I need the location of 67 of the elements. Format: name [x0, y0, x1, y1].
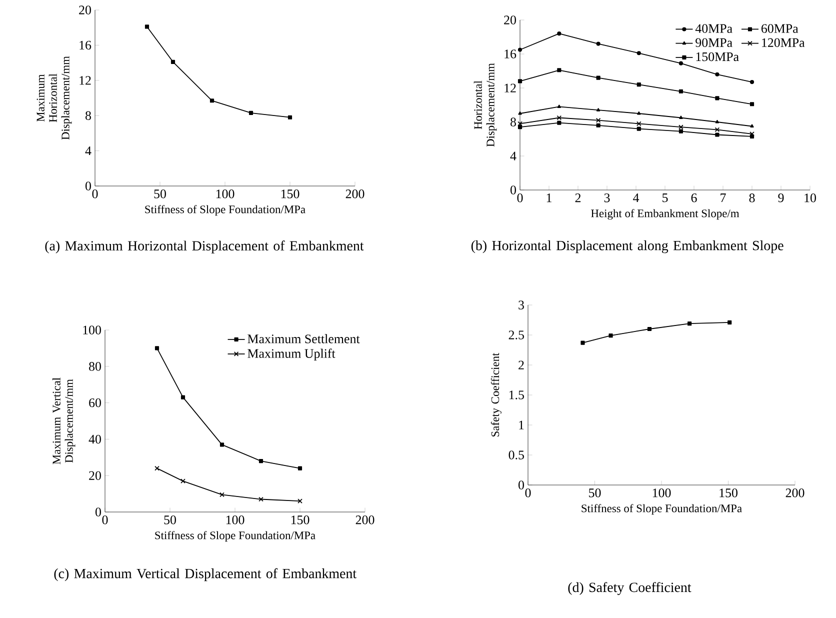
x-tick-label: 100	[226, 516, 244, 524]
y-tick-label: 0	[96, 508, 101, 516]
x-tick-label: 50	[164, 516, 176, 524]
x-axis-title: Stiffness of Slope Foundation/MPa	[155, 531, 316, 542]
text: (a) Maximum Horizontal Displacement of Embankment	[45, 240, 364, 254]
x-tick-label: 10	[804, 194, 816, 202]
x-tick-label: 50	[589, 488, 601, 498]
y-tick-label: 2	[518, 360, 524, 370]
y-axis-title: Maximum Vertical Displacement/mm	[52, 378, 76, 464]
x-tick-label: 5	[662, 194, 668, 202]
x-tick-label: 150	[281, 190, 300, 198]
y-tick-label: 12	[504, 84, 516, 92]
y-tick-label: 0.5	[508, 450, 524, 460]
x-tick-label: 8	[749, 194, 755, 202]
y-tick-label: 16	[504, 50, 516, 58]
y-tick-label: 20	[89, 471, 101, 480]
x-tick-label: 150	[720, 488, 738, 498]
x-tick-label: 200	[356, 516, 374, 524]
x-axis-title: Stiffness of Slope Foundation/MPa	[145, 205, 306, 216]
y-axis-title: Horizontal Displacement/mm	[474, 63, 497, 147]
legend-label: 60MPa	[761, 24, 798, 33]
x-tick-label: 150	[291, 516, 310, 524]
x-tick-label: 100	[216, 190, 234, 198]
legend-label: Maximum Settlement	[248, 334, 360, 344]
x-tick-label: 1	[546, 194, 552, 202]
x-tick-label: 6	[691, 194, 697, 202]
x-tick-label: 9	[778, 194, 784, 202]
y-tick-label: 12	[80, 76, 91, 85]
x-tick-label: 200	[346, 190, 364, 198]
y-axis-title: Safety Coefficient	[490, 352, 502, 436]
text: (d) Safety Coefficient	[568, 582, 692, 595]
x-tick-label: 200	[786, 488, 804, 498]
y-tick-label: 20	[504, 16, 516, 24]
legend-label: 40MPa	[695, 24, 732, 33]
y-tick-label: 40	[88, 434, 101, 444]
y-tick-label: 4	[85, 146, 92, 156]
y-tick-label: 16	[80, 40, 92, 50]
y-tick-label: 3	[518, 300, 524, 310]
x-axis-title: Stiffness of Slope Foundation/MPa	[582, 504, 742, 515]
text: (b) Horizontal Displacement along Embankment Slope	[471, 240, 784, 254]
y-tick-label: 8	[86, 111, 91, 120]
legend-label: 90MPa	[696, 38, 732, 48]
y-tick-label: 0	[518, 480, 524, 490]
y-tick-label: 80	[89, 362, 101, 371]
y-tick-label: 1.5	[509, 390, 524, 400]
y-tick-label: 1	[519, 420, 524, 430]
legend-label: 120MPa	[762, 38, 805, 48]
y-tick-label: 60	[89, 398, 101, 408]
legend-label: 150MPa	[696, 52, 739, 62]
x-tick-label: 0	[525, 488, 531, 498]
y-tick-label: 0	[86, 182, 91, 190]
x-tick-label: 2	[575, 194, 581, 202]
y-tick-label: 100	[83, 326, 101, 334]
x-tick-label: 3	[604, 194, 610, 202]
x-tick-label: 100	[652, 488, 671, 498]
y-tick-label: 2.5	[508, 330, 524, 340]
text: (c) Maximum Vertical Displacement of Embankment	[54, 568, 356, 582]
y-tick-label: 8	[510, 118, 516, 126]
legend-label: Maximum Uplift	[248, 348, 336, 361]
y-axis-title: Maximum Horizontal Displacement/mm	[36, 56, 72, 140]
x-tick-label: 50	[154, 190, 166, 198]
y-tick-label: 20	[79, 6, 91, 14]
x-tick-label: 7	[720, 194, 726, 202]
x-tick-label: 4	[633, 194, 640, 202]
x-tick-label: 0	[102, 516, 108, 524]
y-tick-label: 4	[510, 152, 516, 160]
x-axis-title: Height of Embankment Slope/m	[591, 209, 740, 220]
